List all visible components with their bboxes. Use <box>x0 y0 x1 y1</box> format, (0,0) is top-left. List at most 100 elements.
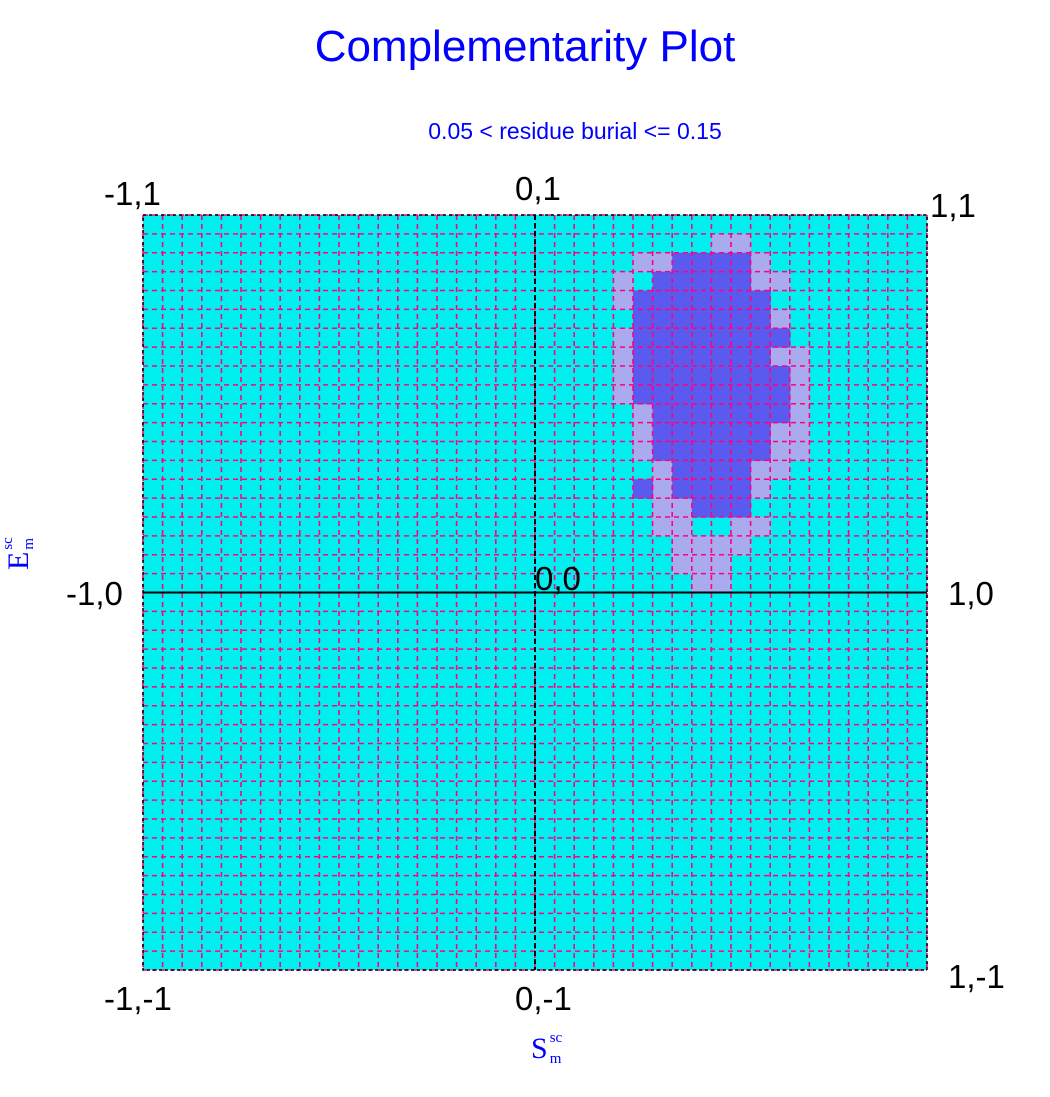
dark-region-cell <box>731 460 752 480</box>
dark-region-cell <box>711 252 732 273</box>
dark-region-cell <box>711 479 732 499</box>
light-region-cell <box>652 252 673 273</box>
dark-region-cell <box>691 460 712 480</box>
light-region-cell <box>691 554 712 575</box>
dark-region-cell <box>711 309 732 329</box>
light-region-cell <box>633 252 654 273</box>
dark-region-cell <box>691 290 712 310</box>
dark-region-cell <box>633 328 654 348</box>
light-region-cell <box>770 309 791 329</box>
dark-region-cell <box>750 328 771 348</box>
dark-region-cell <box>652 271 673 291</box>
dark-region-cell <box>672 460 693 480</box>
dark-region-cell <box>691 366 712 386</box>
corner-label-top-left: -1,1 <box>104 175 161 212</box>
y-axis-label-sup: sc <box>0 537 16 550</box>
light-region-cell <box>789 441 810 461</box>
dark-region-cell <box>750 441 771 461</box>
y-axis-label-sub: m <box>21 538 37 550</box>
light-region-cell <box>731 517 752 537</box>
light-region-cell <box>613 366 634 386</box>
dark-region-cell <box>691 422 712 442</box>
dark-region-cell <box>633 290 654 310</box>
dark-region-cell <box>652 384 673 405</box>
light-region-cell <box>633 403 654 424</box>
dark-region-cell <box>750 403 771 424</box>
light-region-cell <box>652 460 673 480</box>
corner-label-mid-left: -1,0 <box>66 575 123 612</box>
chart-title: Complementarity Plot <box>314 22 736 71</box>
dark-region-cell <box>691 309 712 329</box>
light-region-cell <box>652 479 673 499</box>
light-region-cell <box>672 517 693 537</box>
dark-region-cell <box>750 422 771 442</box>
dark-region-cell <box>731 271 752 291</box>
light-region-cell <box>691 535 712 556</box>
light-region-cell <box>750 460 771 480</box>
dark-region-cell <box>672 271 693 291</box>
dark-region-cell <box>691 479 712 499</box>
dark-region-cell <box>711 366 732 386</box>
light-region-cell <box>672 498 693 518</box>
dark-region-cell <box>731 479 752 499</box>
dark-region-cell <box>652 366 673 386</box>
light-region-cell <box>789 347 810 367</box>
corner-label-mid-right: 1,0 <box>948 575 994 612</box>
light-region-cell <box>750 252 771 273</box>
dark-region-cell <box>652 422 673 442</box>
light-region-cell <box>770 441 791 461</box>
light-region-cell <box>613 347 634 367</box>
dark-region-cell <box>770 328 791 348</box>
corner-label-bottom-right: 1,-1 <box>948 958 1005 995</box>
light-region-cell <box>613 328 634 348</box>
light-region-cell <box>652 517 673 537</box>
dark-region-cell <box>633 347 654 367</box>
dark-region-cell <box>750 366 771 386</box>
light-region-cell <box>711 535 732 556</box>
dark-region-cell <box>633 384 654 405</box>
dark-region-cell <box>731 422 752 442</box>
light-region-cell <box>613 271 634 291</box>
light-region-cell <box>789 384 810 405</box>
light-region-cell <box>672 554 693 575</box>
dark-region-cell <box>731 252 752 273</box>
dark-region-cell <box>633 479 654 499</box>
x-axis-label-main: S <box>531 1032 548 1065</box>
dark-region-cell <box>731 290 752 310</box>
dark-region-cell <box>750 384 771 405</box>
dark-region-cell <box>691 441 712 461</box>
light-region-cell <box>711 554 732 575</box>
dark-region-cell <box>652 403 673 424</box>
dark-region-cell <box>691 347 712 367</box>
light-region-cell <box>691 573 712 593</box>
dark-region-cell <box>750 290 771 310</box>
light-region-cell <box>731 233 752 254</box>
dark-region-cell <box>652 328 673 348</box>
light-region-cell <box>633 422 654 442</box>
dark-region-cell <box>691 252 712 273</box>
dark-region-cell <box>731 403 752 424</box>
dark-region-cell <box>672 290 693 310</box>
corner-label-bottom-left: -1,-1 <box>104 980 172 1017</box>
light-region-cell <box>633 441 654 461</box>
dark-region-cell <box>652 309 673 329</box>
dark-region-cell <box>711 384 732 405</box>
dark-region-cell <box>672 328 693 348</box>
dark-region-cell <box>711 271 732 291</box>
dark-region-cell <box>691 403 712 424</box>
light-region-cell <box>789 422 810 442</box>
corner-label-top-center: 0,1 <box>515 170 561 207</box>
light-region-cell <box>770 271 791 291</box>
light-region-cell <box>613 384 634 405</box>
dark-region-cell <box>711 347 732 367</box>
dark-region-cell <box>731 384 752 405</box>
dark-region-cell <box>672 441 693 461</box>
dark-region-cell <box>633 366 654 386</box>
dark-region-cell <box>711 403 732 424</box>
dark-region-cell <box>711 422 732 442</box>
dark-region-cell <box>672 479 693 499</box>
dark-region-cell <box>731 328 752 348</box>
